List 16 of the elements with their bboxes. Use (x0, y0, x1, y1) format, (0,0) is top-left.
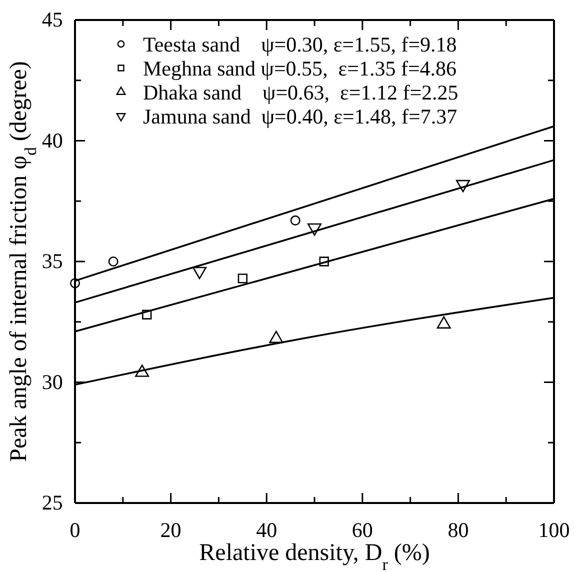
y-tick-label: 35 (42, 249, 63, 274)
y-tick-label: 40 (42, 128, 63, 152)
x-tick-label: 0 (70, 518, 80, 542)
x-tick-label: 80 (448, 518, 469, 542)
x-tick-label: 100 (538, 518, 570, 542)
legend-label: Dhaka sand ψ=0.63, ε=1.12 f=2.25 (143, 80, 458, 104)
legend-label: Meghna sand ψ=0.55, ε=1.35 f=4.86 (143, 56, 457, 80)
legend-label: Jamuna sand ψ=0.40, ε=1.48, f=7.37 (143, 104, 458, 128)
x-tick-label: 20 (160, 518, 182, 542)
legend-label: Teesta sand ψ=0.30, ε=1.55, f=9.18 (143, 32, 457, 56)
x-tick-label: 40 (256, 518, 278, 542)
y-tick-label: 30 (42, 370, 63, 394)
y-tick-label: 25 (42, 490, 63, 515)
y-tick-label: 45 (42, 8, 63, 32)
x-tick-label: 60 (352, 518, 373, 542)
x-axis-title: Relative density, D$_{r}$ (%) (199, 540, 430, 572)
